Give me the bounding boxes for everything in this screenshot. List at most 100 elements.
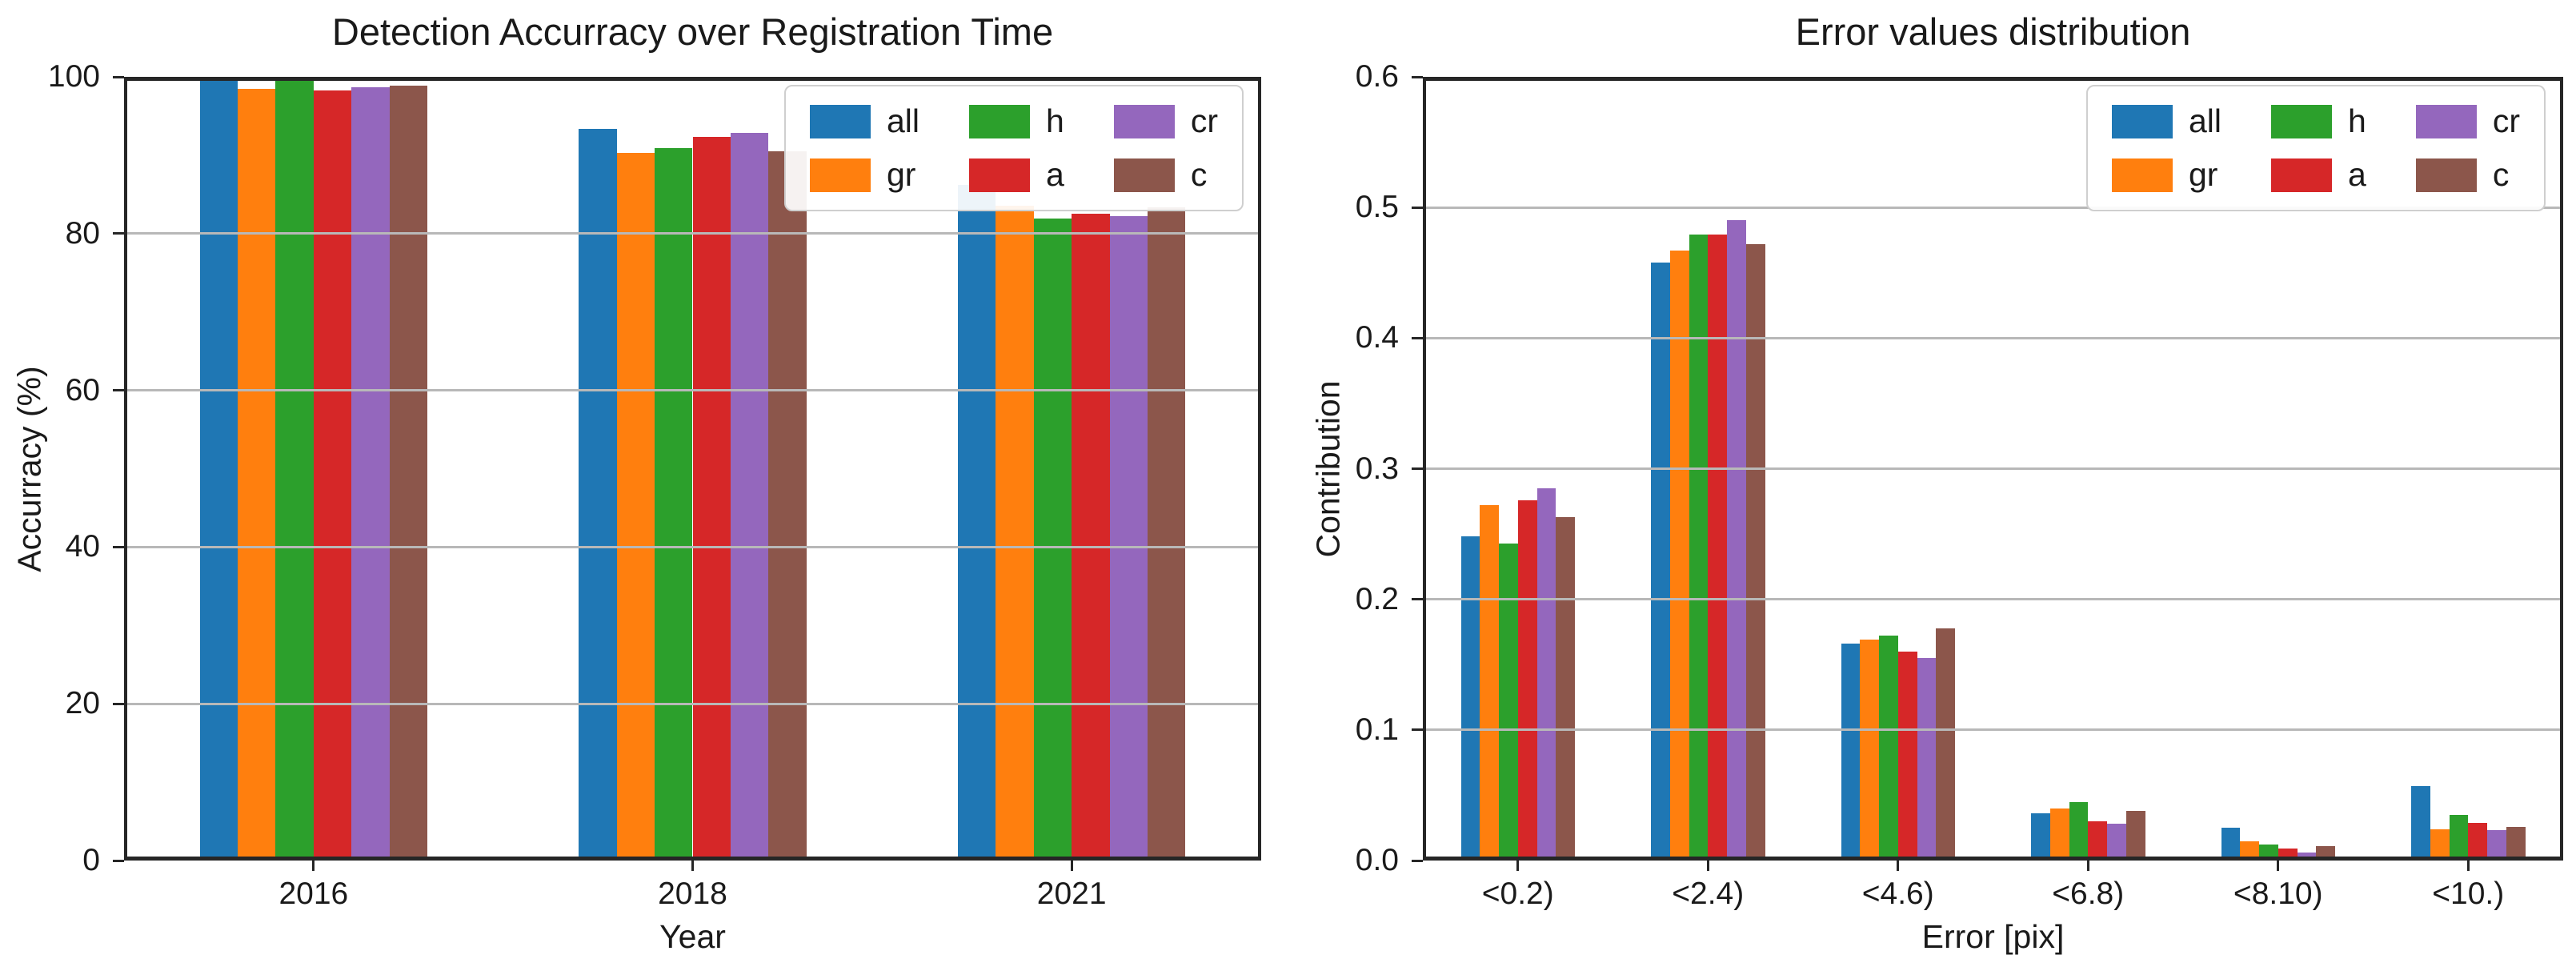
detection-accuracy-chart: Detection Accurracy over Registration Ti… (11, 10, 1261, 955)
x-tickmark-2018 (691, 861, 694, 871)
chart-title: Detection Accurracy over Registration Ti… (331, 10, 1054, 53)
y-tickmark-0.6 (1412, 75, 1423, 78)
legend-item-gr: gr (2112, 156, 2221, 194)
legend-swatch-h (969, 104, 1031, 138)
legend-swatch-c (2415, 158, 2477, 192)
bar-c-<0.2) (1556, 516, 1575, 861)
y-tickmark-20 (113, 702, 124, 705)
bar-cr-<6.8) (2107, 824, 2126, 861)
bar-a-<10.) (2468, 822, 2487, 861)
y-tickmark-100 (113, 75, 124, 78)
legend-item-a: a (2271, 156, 2366, 194)
legend-swatch-all (810, 104, 871, 138)
x-tickmark-<4.6) (1897, 861, 1900, 871)
y-tick-0.1: 0.1 (1355, 712, 1399, 747)
legend-item-h: h (2271, 102, 2366, 140)
x-tick-2018: 2018 (658, 877, 727, 911)
bar-h-<0.2) (1499, 543, 1518, 861)
bar-all-<4.6) (1841, 644, 1861, 861)
x-tickmark-<0.2) (1516, 861, 1520, 871)
bar-cr-<2.4) (1727, 220, 1746, 861)
legend-label-gr: gr (887, 156, 916, 193)
x-tick-<8.10): <8.10) (2233, 877, 2323, 911)
gridline-0.5 (1423, 206, 2563, 209)
legend-item-cr: cr (1113, 102, 1218, 140)
x-tick-2016: 2016 (278, 877, 349, 911)
legend-item-all: all (810, 102, 919, 140)
legend-label-all: all (887, 102, 920, 139)
bar-h-<4.6) (1879, 636, 1898, 861)
gridline-40 (124, 545, 1261, 548)
legend-swatch-a (969, 158, 1031, 192)
y-tick-0.0: 0.0 (1355, 843, 1399, 877)
bar-gr-<6.8) (2049, 808, 2069, 861)
bar-cr-2018 (730, 132, 769, 861)
bar-c-2018 (768, 151, 807, 861)
bar-c-<4.6) (1936, 628, 1955, 861)
legend: all gr h a cr c (2086, 85, 2546, 211)
bar-gr-2016 (238, 88, 276, 861)
bar-a-<0.2) (1517, 500, 1537, 861)
bar-gr-<2.4) (1669, 251, 1689, 861)
bar-a-2018 (692, 137, 731, 861)
y-tickmark-0 (113, 859, 124, 862)
bar-all-2018 (579, 128, 617, 861)
legend-item-c: c (1113, 156, 1218, 194)
x-tickmark-<6.8) (2086, 861, 2089, 871)
legend-swatch-gr (810, 158, 871, 192)
top-spine (1423, 77, 2563, 81)
x-axis-label: Year (659, 918, 726, 955)
legend-item-h: h (969, 102, 1064, 140)
bar-h-<2.4) (1689, 235, 1709, 861)
y-tick-0: 0 (82, 843, 100, 877)
legend-label-a: a (1046, 156, 1064, 193)
legend-label-h: h (2348, 102, 2366, 139)
legend-swatch-gr (2112, 158, 2173, 192)
bar-all-<2.4) (1651, 262, 1670, 861)
bar-gr-<10.) (2430, 829, 2450, 861)
legend-label-c: c (2492, 156, 2510, 193)
y-tickmark-0.0 (1412, 859, 1423, 862)
bar-cr-<4.6) (1917, 658, 1937, 861)
y-tick-0.5: 0.5 (1355, 190, 1399, 225)
bar-gr-<0.2) (1480, 505, 1499, 861)
bar-h-<6.8) (2069, 801, 2089, 861)
y-tick-40: 40 (65, 529, 100, 564)
y-tick-100: 100 (47, 59, 100, 94)
y-tickmark-0.3 (1412, 467, 1423, 470)
x-tick-<0.2): <0.2) (1481, 877, 1554, 911)
y-tick-20: 20 (65, 686, 100, 721)
y-tick-60: 60 (65, 372, 100, 407)
chart-title: Error values distribution (1795, 10, 2191, 53)
legend-swatch-all (2112, 104, 2173, 138)
y-tickmark-0.1 (1412, 728, 1423, 732)
bar-a-<6.8) (2088, 821, 2107, 861)
x-tickmark-2021 (1070, 861, 1073, 871)
legend-swatch-cr (1113, 104, 1175, 138)
bar-all-<0.2) (1460, 536, 1480, 861)
bar-c-<2.4) (1745, 243, 1765, 861)
top-spine (124, 77, 1261, 81)
bar-cr-<10.) (2487, 830, 2506, 861)
legend-item-all: all (2112, 102, 2221, 140)
x-tick-<6.8): <6.8) (2052, 877, 2125, 911)
bar-h-2016 (275, 78, 314, 861)
legend-column: all gr (2112, 102, 2221, 194)
bar-gr-2021 (996, 205, 1034, 861)
legend-column: all gr (810, 102, 919, 194)
legend-label-a: a (2348, 156, 2366, 193)
bottom-spine (124, 857, 1261, 861)
x-tick-<2.4): <2.4) (1672, 877, 1745, 911)
x-tickmark-2016 (312, 861, 315, 871)
bottom-spine (1423, 857, 2563, 861)
legend-swatch-h (2271, 104, 2333, 138)
y-tickmark-60 (113, 389, 124, 392)
bar-gr-<4.6) (1860, 640, 1879, 861)
gridline-0.4 (1423, 336, 2563, 339)
legend-item-c: c (2415, 156, 2520, 194)
bar-gr-2018 (616, 152, 655, 861)
y-tickmark-80 (113, 232, 124, 235)
bar-h-<10.) (2449, 814, 2469, 861)
